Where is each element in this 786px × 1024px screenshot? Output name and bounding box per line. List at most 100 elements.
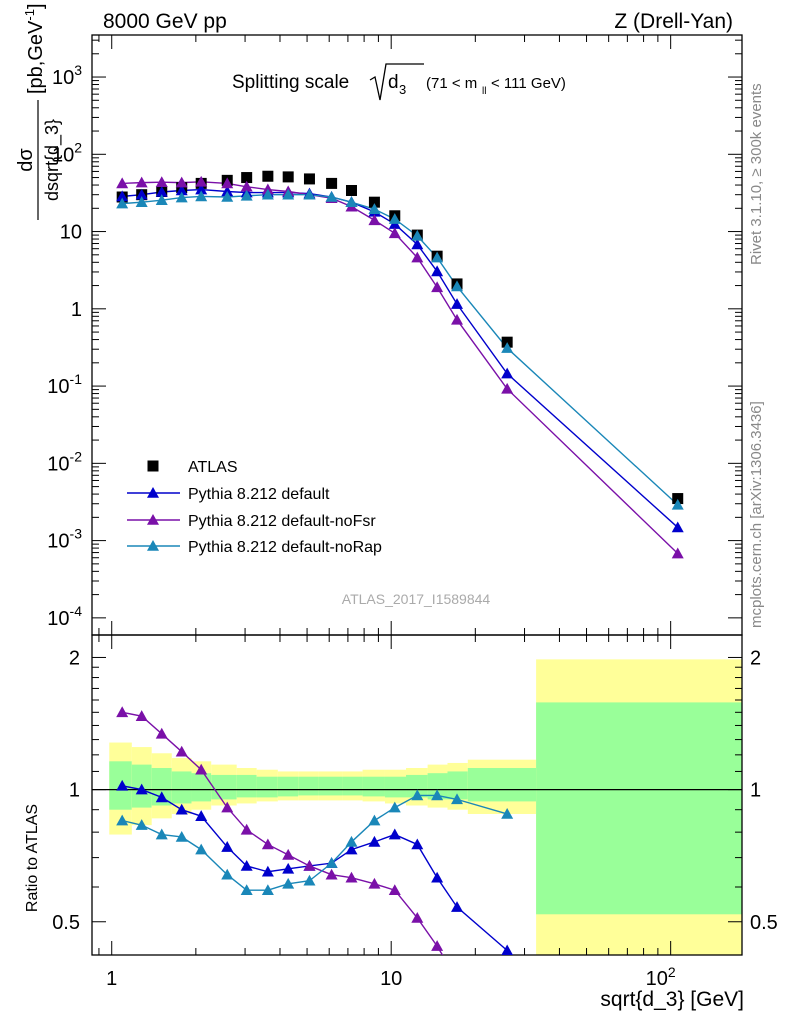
ratio-plot-frame (91, 634, 743, 956)
legend-marker-atlas (147, 460, 159, 472)
ratio-series-group (116, 706, 514, 955)
legend-label-nofsr: Pythia 8.212 default-noFsr (188, 513, 376, 530)
data-point-default (411, 238, 424, 250)
data-point-atlas (368, 196, 380, 208)
ratio-point-nofsr (303, 859, 316, 871)
legend-label-atlas: ATLAS (188, 459, 238, 476)
ratio-point-default (431, 871, 444, 883)
band-inner-bin (467, 768, 537, 802)
ratio-point-norap (135, 819, 148, 830)
data-point-nofsr (135, 176, 148, 188)
legend-marker-nofsr (147, 514, 159, 525)
data-point-nofsr (195, 175, 208, 187)
data-point-atlas (326, 177, 338, 189)
band-inner-bin (277, 776, 299, 797)
analysis-tag: ATLAS_2017_I1589844 (342, 591, 491, 607)
ratio-plot: 1 10 102 0.5 0.5 1 1 2 2 (52, 634, 778, 990)
data-point-atlas (672, 493, 684, 505)
ratio-point-norap (501, 807, 514, 819)
ratio-point-norap (451, 793, 464, 805)
y-tick-label: 10-4 (47, 603, 82, 630)
band-inner-bin (362, 776, 385, 797)
data-point-nofsr (388, 227, 401, 239)
ratio-point-nofsr (388, 884, 401, 896)
ratio-point-norap (368, 814, 381, 826)
ratio-point-norap (221, 868, 234, 880)
data-point-nofsr (116, 177, 129, 189)
data-point-norap (175, 191, 188, 203)
data-point-norap (345, 196, 358, 207)
title-range-end: < 111 GeV) (491, 75, 566, 92)
y-tick-label: 103 (52, 62, 82, 89)
ratio-y-label: Ratio to ATLAS (24, 804, 41, 912)
ratio-y-tick-label-left: 1 (69, 780, 80, 802)
ratio-point-nofsr (175, 745, 188, 757)
ratio-y-tick-label-right: 0.5 (750, 912, 778, 934)
x-tick-label: 10 (380, 968, 402, 990)
top-plot-title: Splitting scale d 3 (71 < m ll < 111 GeV… (232, 63, 566, 101)
data-point-nofsr (240, 180, 253, 192)
y-tick-label: 10-3 (47, 526, 82, 553)
y-tick-label: 1 (71, 299, 82, 321)
ratio-point-nofsr (431, 940, 444, 951)
data-point-atlas (282, 171, 294, 183)
ratio-point-nofsr (368, 877, 381, 889)
ratio-point-norap (116, 814, 129, 826)
data-point-norap (411, 229, 424, 241)
data-point-norap (451, 280, 464, 292)
title-range: (71 < m (426, 75, 477, 92)
ratio-point-default (240, 859, 253, 871)
data-point-default (431, 265, 444, 277)
band-inner-bin (447, 771, 468, 800)
data-point-nofsr (671, 547, 684, 559)
ratio-point-norap (155, 828, 168, 840)
header-left: 8000 GeV pp (103, 10, 227, 33)
ratio-point-norap (195, 843, 208, 855)
data-point-norap (155, 194, 168, 205)
ratio-point-nofsr (261, 838, 274, 850)
ratio-y-tick-label-left: 2 (69, 647, 80, 669)
data-point-norap (501, 342, 514, 353)
ratio-point-nofsr (240, 823, 253, 835)
band-inner-bin (384, 776, 407, 798)
ratio-point-nofsr (282, 848, 295, 860)
y-tick-label: 102 (52, 139, 82, 166)
data-point-nofsr (155, 176, 168, 188)
ylabel-unit: [pb,GeV-1] (22, 3, 47, 94)
data-point-nofsr (368, 214, 381, 226)
data-point-nofsr (175, 176, 188, 188)
data-point-norap (116, 197, 129, 209)
data-point-norap (431, 251, 444, 263)
data-point-norap (671, 498, 684, 510)
title-range-sub: ll (482, 86, 486, 97)
ratio-point-norap (325, 857, 338, 868)
mcplots-label: mcplots.cern.ch [arXiv:1306.3436] (748, 401, 765, 628)
data-point-atlas (303, 173, 315, 185)
ratio-point-default (195, 810, 208, 821)
ratio-y-tick-label-right: 2 (750, 647, 761, 669)
data-point-default (195, 183, 208, 195)
x-axis-label: sqrt{d_3} [GeV] (600, 988, 744, 1011)
data-point-atlas (262, 170, 274, 182)
data-point-norap (388, 213, 401, 224)
data-point-norap (195, 190, 208, 202)
band-inner-bin (171, 771, 192, 804)
ratio-point-default (451, 901, 464, 912)
ratio-point-default (501, 944, 513, 955)
ratio-point-norap (411, 789, 424, 801)
title-sub: 3 (399, 82, 406, 97)
header-right: Z (Drell-Yan) (614, 10, 733, 33)
data-point-norap (240, 189, 253, 201)
data-point-nofsr (221, 177, 234, 189)
ratio-point-default (175, 803, 188, 815)
data-point-norap (303, 188, 316, 200)
ratio-point-default (282, 862, 295, 874)
data-point-default (501, 367, 514, 379)
ratio-point-norap (303, 874, 316, 886)
ratio-point-default (135, 783, 148, 795)
data-point-default (175, 184, 188, 196)
band-inner-bin (211, 774, 237, 800)
legend-marker-norap (147, 540, 159, 551)
x-tick-label: 102 (646, 964, 676, 990)
ylabel-num: dσ (15, 148, 37, 172)
